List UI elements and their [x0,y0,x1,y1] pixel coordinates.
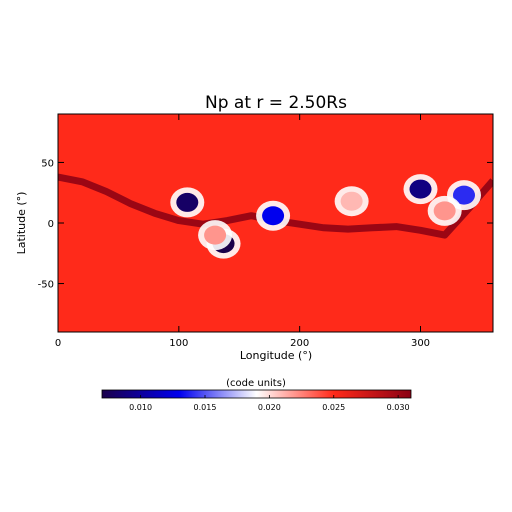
colorbar-tick-label: 0.015 [194,403,217,412]
colorbar-label: (code units) [226,378,286,389]
chart-title: Np at r = 2.50Rs [205,93,347,113]
colorbar-ticks: 0.010 0.015 0.020 0.025 0.030 [129,395,410,412]
colorbar-tick-label: 0.010 [129,403,152,412]
y-tick-label: 0 [48,219,54,230]
x-axis-label: Longitude (°) [240,349,312,362]
x-tick-label: 100 [169,338,188,349]
low-density-core [409,179,432,199]
low-density-core [340,191,363,211]
y-axis: -50 0 50 [38,158,493,291]
low-density-core [262,206,285,226]
y-tick-label: 50 [41,158,54,169]
x-tick-label: 300 [411,338,430,349]
colorbar-tick-label: 0.030 [387,403,410,412]
y-tick-label: -50 [38,280,54,291]
colorbar-tick-label: 0.025 [322,403,345,412]
low-density-core [176,192,199,212]
low-density-core [433,201,456,221]
colorbar-tick-label: 0.020 [258,403,281,412]
low-density-core [204,225,227,245]
heatmap-plot [58,114,493,332]
x-tick-label: 0 [55,338,61,349]
low-density-core [453,185,475,205]
y-axis-label: Latitude (°) [15,192,28,255]
x-axis: 0 100 200 300 [55,114,430,349]
colorbar [101,389,412,399]
x-tick-label: 200 [290,338,309,349]
